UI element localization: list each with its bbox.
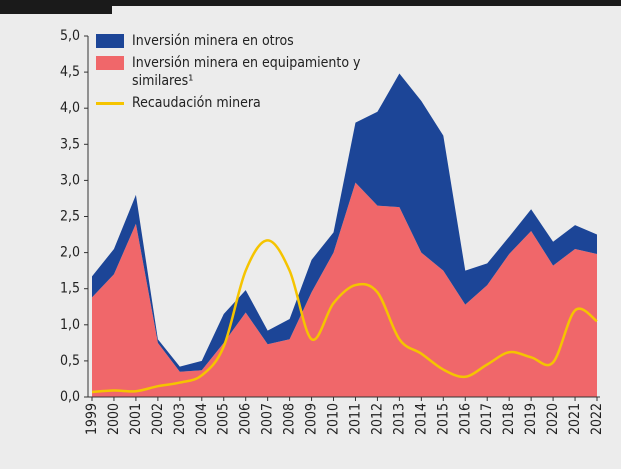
- area: [92, 73, 597, 372]
- x-tick-label: 2015: [435, 403, 451, 435]
- y-tick-label: 3,5: [60, 136, 80, 152]
- legend-swatch: [96, 34, 124, 48]
- x-tick-label: 2006: [238, 403, 254, 435]
- y-tick-label: 4,0: [60, 100, 80, 116]
- x-tick-label: 2014: [413, 403, 429, 435]
- x-tick-label: 2001: [128, 403, 144, 435]
- y-tick-label: 1,5: [60, 281, 80, 297]
- y-tick-label: 4,5: [60, 64, 80, 80]
- y-tick-label: 2,5: [60, 209, 80, 225]
- y-tick-label: 2,0: [60, 245, 80, 261]
- x-tick-label: 2013: [391, 403, 407, 435]
- legend-label: Recaudación minera: [132, 95, 261, 111]
- top-bar: [0, 0, 621, 6]
- x-tick-label: 2003: [172, 403, 188, 435]
- y-tick-label: 1,0: [60, 317, 80, 333]
- x-tick-label: 2022: [589, 403, 605, 435]
- x-tick-label: 2020: [545, 403, 561, 435]
- legend: Inversión minera en otros Inversión miner…: [96, 32, 386, 116]
- x-tick-label: 2011: [347, 403, 363, 435]
- x-tick-label: 2008: [282, 403, 298, 435]
- x-tick-label: 2012: [369, 403, 385, 435]
- x-tick-label: 1999: [84, 403, 100, 435]
- x-tick-label: 2010: [326, 403, 342, 435]
- legend-item: Inversión minera en otros: [96, 32, 386, 50]
- x-tick-label: 2019: [523, 403, 539, 435]
- y-tick-label: 0,0: [60, 389, 80, 405]
- legend-item: Inversión minera en equipamiento y simil…: [96, 54, 386, 90]
- x-tick-label: 2002: [150, 403, 166, 435]
- legend-item: Recaudación minera: [96, 94, 386, 112]
- x-tick-label: 2018: [501, 403, 517, 435]
- x-tick-label: 2007: [260, 403, 276, 435]
- top-tab: [0, 0, 112, 14]
- x-tick-label: 2021: [567, 403, 583, 435]
- legend-swatch: [96, 102, 124, 105]
- y-tick-label: 3,0: [60, 172, 80, 188]
- x-tick-label: 2005: [216, 403, 232, 435]
- y-tick-label: 0,5: [60, 353, 80, 369]
- y-tick-label: 5,0: [60, 28, 80, 44]
- legend-swatch: [96, 56, 124, 70]
- x-tick-label: 2004: [194, 403, 210, 435]
- legend-label: Inversión minera en otros: [132, 33, 294, 49]
- area: [92, 182, 597, 397]
- x-tick-label: 2000: [106, 403, 122, 435]
- x-tick-label: 2017: [479, 403, 495, 435]
- x-tick-label: 2009: [304, 403, 320, 435]
- legend-label: Inversión minera en equipamiento y simil…: [132, 55, 361, 89]
- x-tick-label: 2016: [457, 403, 473, 435]
- line: [91, 239, 598, 394]
